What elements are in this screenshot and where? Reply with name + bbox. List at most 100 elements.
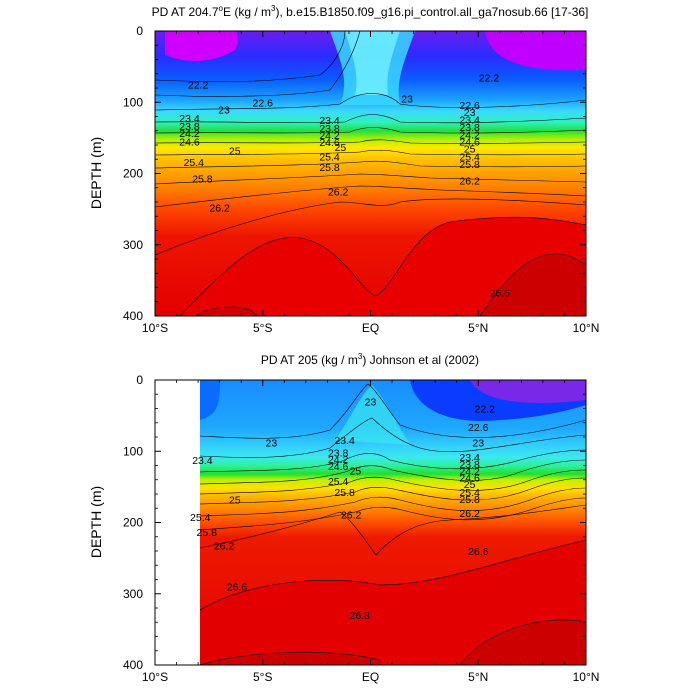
contour-label: 26.8 <box>350 610 371 622</box>
chart-1-ylabel: DEPTH (m) <box>88 137 104 209</box>
contour-label: 26.2 <box>341 510 362 522</box>
x-tick-label: 5°S <box>253 670 272 684</box>
contour-label: 25.8 <box>319 162 340 174</box>
y-tick-label: 100 <box>123 444 143 458</box>
contour-label: 25.8 <box>197 527 218 539</box>
contour-label: 23.4 <box>179 113 200 125</box>
x-tick-label: 5°S <box>253 321 272 335</box>
y-tick-label: 400 <box>123 309 143 323</box>
contour-label: 23 <box>365 396 377 408</box>
contour-label: 25 <box>229 146 241 158</box>
contour-label: 24.2 <box>179 128 200 140</box>
contour-label: 23.8 <box>459 459 480 471</box>
contour-label: 24.2 <box>459 129 480 141</box>
contour-label: 25.4 <box>190 512 211 524</box>
chart-2-ylabel: DEPTH (m) <box>88 486 104 558</box>
contour-label: 25.8 <box>192 173 213 185</box>
chart-2-plot-area <box>200 380 586 665</box>
contour-label: 25 <box>464 479 476 491</box>
contour-label: 26.2 <box>459 508 480 520</box>
chart-1: PD AT 204.7oE (kg / m3), b.e15.B1850.f09… <box>88 4 599 335</box>
contour-label: 22.2 <box>188 79 209 91</box>
chart-2-cyan-equatorial-spike <box>335 385 410 445</box>
x-tick-label: 10°S <box>142 321 168 335</box>
contour-label: 26.6 <box>227 582 248 594</box>
chart-2-blue-pool-south <box>200 380 220 420</box>
contour-label: 25.4 <box>184 157 205 169</box>
contour-label: 23.8 <box>328 448 349 460</box>
contour-label: 25.4 <box>459 151 480 163</box>
y-tick-label: 200 <box>123 167 143 181</box>
x-tick-label: 10°N <box>573 321 600 335</box>
contour-label: 24.6 <box>319 137 340 149</box>
contour-label: 23 <box>472 438 484 450</box>
contour-label: 23.4 <box>319 115 340 127</box>
chart-2-purple-pool-north <box>470 380 586 404</box>
contour-label: 23.4 <box>334 435 355 447</box>
chart-2: PD AT 205 (kg / m3) Johnson et al (2002) <box>88 352 599 684</box>
contour-label: 24.2 <box>319 130 340 142</box>
contour-label: 24.2 <box>459 466 480 478</box>
y-tick-label: 0 <box>136 24 143 38</box>
chart-2-axes: 10°S 5°S EQ 5°N 10°N 0 100 200 300 400 <box>123 373 599 684</box>
chart-1-purple-pool-north <box>485 31 586 71</box>
contour-label: 23.4 <box>459 452 480 464</box>
contour-label: 25.4 <box>328 476 349 488</box>
contour-label: 25.8 <box>459 494 480 506</box>
contour-label: 25.4 <box>459 487 480 499</box>
chart-1-contour-lines <box>155 31 586 316</box>
x-tick-label: 5°N <box>468 321 488 335</box>
chart-1-purple-pool-south <box>165 31 239 62</box>
chart-1-plot-area <box>155 31 586 316</box>
contour-label: 25 <box>464 144 476 156</box>
chart-1-title: PD AT 204.7oE (kg / m3), b.e15.B1850.f09… <box>152 4 589 19</box>
contour-label: 22.2 <box>474 404 495 416</box>
y-tick-label: 300 <box>123 238 143 252</box>
chart-2-title: PD AT 205 (kg / m3) Johnson et al (2002) <box>261 352 479 367</box>
contour-label: 26.2 <box>459 176 480 188</box>
y-tick-label: 100 <box>123 95 143 109</box>
x-tick-label: EQ <box>362 670 379 684</box>
chart-1-contour-labels: 22.222.6 2322.22323.423.824.224.62525.425… <box>179 72 510 299</box>
contour-label: 25.8 <box>334 487 355 499</box>
contour-label: 24.6 <box>459 473 480 485</box>
contour-label: 25 <box>350 465 362 477</box>
y-tick-label: 300 <box>123 587 143 601</box>
contour-label: 25.4 <box>319 151 340 163</box>
contour-label: 25 <box>334 142 346 154</box>
contour-label: 23.4 <box>459 114 480 126</box>
chart-1-equatorial-light-plume <box>345 31 400 95</box>
chart-1-axes: 10°S 5°S EQ 5°N 10°N 0 100 200 300 400 <box>123 24 599 335</box>
y-tick-label: 200 <box>123 516 143 530</box>
contour-label: 26.2 <box>328 186 349 198</box>
contour-label: 22.6 <box>459 100 480 112</box>
contour-label: 26.2 <box>214 540 235 552</box>
chart-2-darkred-pool <box>200 652 382 665</box>
chart-2-contour-lines <box>200 383 586 665</box>
x-tick-label: 10°S <box>142 670 168 684</box>
contour-label: 23 <box>401 94 413 106</box>
contour-label: 26.6 <box>490 287 511 299</box>
contour-label: 25.8 <box>459 159 480 171</box>
x-tick-label: 5°N <box>468 670 488 684</box>
contour-label: 23 <box>218 104 230 116</box>
y-tick-label: 400 <box>123 658 143 672</box>
contour-label: 26.6 <box>468 546 489 558</box>
contour-label: 24.6 <box>459 136 480 148</box>
y-tick-label: 0 <box>136 373 143 387</box>
chart-1-darkred-pool-north <box>480 253 586 316</box>
contour-label: 23.8 <box>179 121 200 133</box>
contour-label: 23.8 <box>319 123 340 135</box>
contour-label: 25 <box>229 495 241 507</box>
contour-label: 24.6 <box>328 461 349 473</box>
contour-label: 24.6 <box>179 136 200 148</box>
contour-label: 22.6 <box>253 97 274 109</box>
contour-label: 23.4 <box>192 455 213 467</box>
contour-label: 23 <box>464 107 476 119</box>
contour-label: 23 <box>266 438 278 450</box>
chart-1-red-dome <box>155 217 586 316</box>
x-tick-label: EQ <box>362 321 379 335</box>
contour-label: 24.2 <box>328 454 349 466</box>
contour-label: 26.2 <box>209 203 230 215</box>
